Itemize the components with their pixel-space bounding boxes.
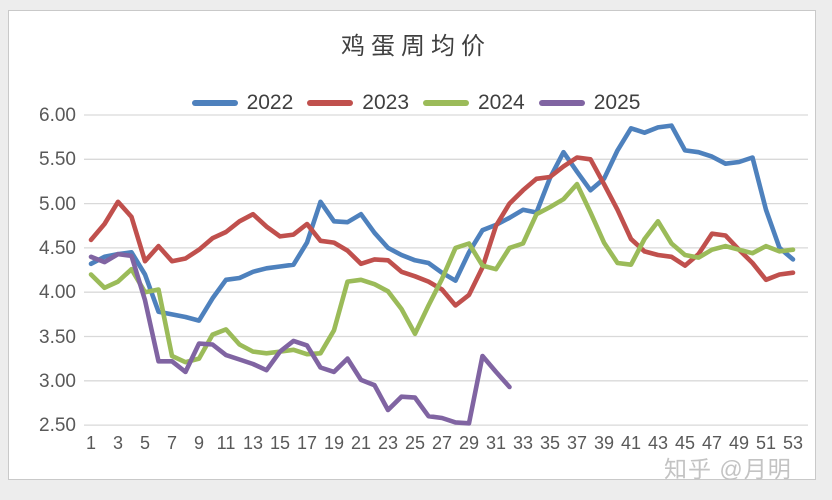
watermark: 知乎 @月明 — [664, 456, 792, 482]
x-tick-label: 11 — [216, 433, 236, 453]
legend-swatch-2024 — [423, 99, 469, 106]
legend-label: 2022 — [246, 91, 294, 114]
x-tick-label: 41 — [620, 433, 642, 453]
x-tick-label: 21 — [350, 433, 372, 453]
x-tick-label: 33 — [512, 433, 534, 453]
y-tick-label: 3.50 — [39, 326, 76, 348]
series-line-2025 — [88, 251, 512, 426]
series-line-2023 — [88, 155, 796, 308]
x-tick-label: 25 — [404, 433, 426, 453]
y-tick-label: 5.00 — [39, 193, 76, 215]
legend-item-2025: 2025 — [538, 91, 641, 114]
legend-label: 2024 — [478, 91, 525, 114]
chart-legend: 2022 2023 2024 2025 — [0, 92, 832, 113]
chart-panel — [8, 10, 816, 480]
x-tick-label: 9 — [193, 433, 204, 453]
x-tick-label: 37 — [566, 433, 588, 453]
legend-swatch-2022 — [191, 99, 238, 106]
x-tick-label: 53 — [782, 433, 804, 453]
x-tick-label: 51 — [755, 433, 777, 453]
legend-swatch-2025 — [538, 99, 585, 106]
legend-swatch-2023 — [307, 99, 354, 106]
x-tick-label: 19 — [323, 433, 345, 453]
x-tick-label: 5 — [139, 433, 150, 453]
series-line-2024 — [88, 181, 796, 365]
x-tick-label: 45 — [674, 433, 696, 453]
x-tick-label: 13 — [242, 433, 264, 453]
legend-label: 2023 — [362, 91, 409, 114]
chart-title: 鸡蛋周均价 — [341, 34, 491, 60]
x-tick-label: 23 — [377, 433, 399, 453]
x-tick-label: 47 — [701, 433, 723, 453]
x-tick-label: 29 — [458, 433, 480, 453]
x-tick-label: 1 — [85, 433, 96, 453]
x-tick-label: 3 — [112, 433, 123, 453]
x-tick-label: 17 — [296, 433, 318, 453]
x-tick-label: 7 — [166, 433, 177, 453]
x-tick-label: 39 — [593, 433, 615, 453]
x-tick-label: 27 — [431, 433, 453, 453]
legend-item-2023: 2023 — [307, 92, 409, 113]
x-tick-label: 49 — [728, 433, 750, 453]
x-tick-label: 35 — [539, 433, 561, 453]
y-tick-label: 2.50 — [39, 415, 76, 437]
y-tick-label: 6.00 — [39, 105, 76, 126]
legend-label: 2025 — [593, 91, 641, 114]
y-tick-label: 5.50 — [39, 149, 76, 171]
x-tick-label: 43 — [647, 433, 669, 453]
series-line-2022 — [88, 123, 796, 323]
legend-item-2022: 2022 — [191, 91, 294, 114]
legend-item-2024: 2024 — [423, 92, 525, 113]
y-tick-label: 3.00 — [39, 370, 76, 392]
y-tick-label: 4.00 — [39, 282, 76, 304]
x-tick-label: 15 — [269, 433, 291, 453]
x-tick-label: 31 — [485, 433, 507, 453]
y-tick-label: 4.50 — [39, 237, 76, 259]
